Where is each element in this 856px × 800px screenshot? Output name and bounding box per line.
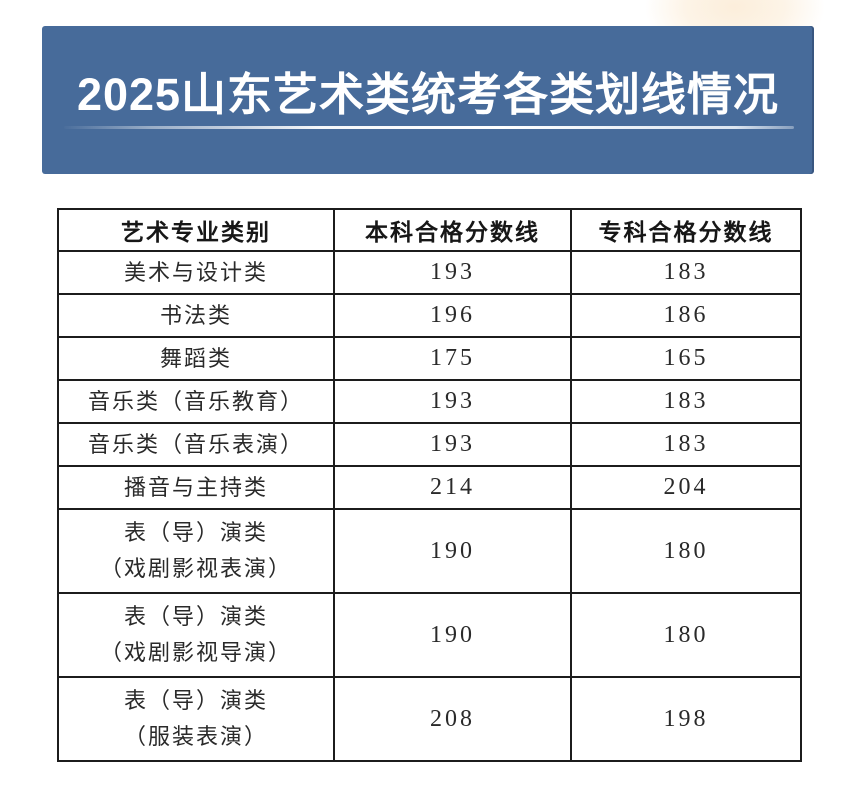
undergraduate-score-cell: 196 bbox=[333, 293, 572, 338]
category-line: 美术与设计类 bbox=[123, 259, 268, 285]
college-score-cell: 198 bbox=[570, 676, 802, 762]
category-cell: 表（导）演类 （服装表演） bbox=[57, 676, 335, 762]
category-line: 音乐类（音乐表演） bbox=[87, 431, 304, 457]
page-title: 2025山东艺术类统考各类划线情况 bbox=[76, 69, 780, 120]
college-score-cell: 204 bbox=[570, 465, 802, 510]
undergraduate-score-cell: 193 bbox=[333, 422, 572, 467]
table-row: 表（导）演类 （服装表演） 208 198 bbox=[57, 676, 802, 762]
category-line: 舞蹈类 bbox=[159, 345, 232, 371]
title-banner: 2025山东艺术类统考各类划线情况 bbox=[42, 26, 814, 174]
undergraduate-score-cell: 175 bbox=[333, 336, 572, 381]
category-line: （服装表演） bbox=[123, 724, 268, 749]
college-score-cell: 183 bbox=[570, 422, 802, 467]
category-cell: 播音与主持类 bbox=[57, 465, 335, 510]
category-line: （戏剧影视表演） bbox=[99, 556, 292, 581]
table-row: 书法类 196 186 bbox=[57, 293, 802, 338]
undergraduate-score-cell: 190 bbox=[333, 508, 572, 594]
undergraduate-score-cell: 214 bbox=[333, 465, 572, 510]
category-cell: 美术与设计类 bbox=[57, 250, 335, 295]
college-score-cell: 180 bbox=[570, 508, 802, 594]
banner-divider-line bbox=[64, 126, 794, 129]
category-line: 书法类 bbox=[159, 302, 232, 328]
category-line: 音乐类（音乐教育） bbox=[87, 388, 304, 414]
table-row: 美术与设计类 193 183 bbox=[57, 250, 802, 295]
table-row: 表（导）演类 （戏剧影视表演） 190 180 bbox=[57, 508, 802, 594]
undergraduate-score-cell: 208 bbox=[333, 676, 572, 762]
table-row: 播音与主持类 214 204 bbox=[57, 465, 802, 510]
college-score-cell: 183 bbox=[570, 250, 802, 295]
category-line: （戏剧影视导演） bbox=[99, 640, 292, 665]
table-row: 音乐类（音乐表演） 193 183 bbox=[57, 422, 802, 467]
college-score-cell: 183 bbox=[570, 379, 802, 424]
table-row: 舞蹈类 175 165 bbox=[57, 336, 802, 381]
undergraduate-score-cell: 193 bbox=[333, 250, 572, 295]
table-row: 音乐类（音乐教育） 193 183 bbox=[57, 379, 802, 424]
category-cell: 音乐类（音乐教育） bbox=[57, 379, 335, 424]
category-line: 表（导）演类 bbox=[123, 520, 268, 545]
table-row: 表（导）演类 （戏剧影视导演） 190 180 bbox=[57, 592, 802, 678]
category-cell: 音乐类（音乐表演） bbox=[57, 422, 335, 467]
header-cell-undergraduate: 本科合格分数线 bbox=[333, 208, 572, 252]
college-score-cell: 180 bbox=[570, 592, 802, 678]
category-line: 播音与主持类 bbox=[123, 474, 268, 500]
college-score-cell: 165 bbox=[570, 336, 802, 381]
undergraduate-score-cell: 193 bbox=[333, 379, 572, 424]
college-score-cell: 186 bbox=[570, 293, 802, 338]
header-cell-category: 艺术专业类别 bbox=[57, 208, 335, 252]
category-line: 表（导）演类 bbox=[123, 688, 268, 713]
header-cell-college: 专科合格分数线 bbox=[570, 208, 802, 252]
undergraduate-score-cell: 190 bbox=[333, 592, 572, 678]
category-cell: 表（导）演类 （戏剧影视导演） bbox=[57, 592, 335, 678]
category-line: 表（导）演类 bbox=[123, 604, 268, 629]
category-cell: 书法类 bbox=[57, 293, 335, 338]
table-header-row: 艺术专业类别 本科合格分数线 专科合格分数线 bbox=[57, 208, 802, 252]
score-lines-table: 艺术专业类别 本科合格分数线 专科合格分数线 美术与设计类 193 183 书法… bbox=[57, 208, 802, 762]
category-cell: 表（导）演类 （戏剧影视表演） bbox=[57, 508, 335, 594]
category-cell: 舞蹈类 bbox=[57, 336, 335, 381]
